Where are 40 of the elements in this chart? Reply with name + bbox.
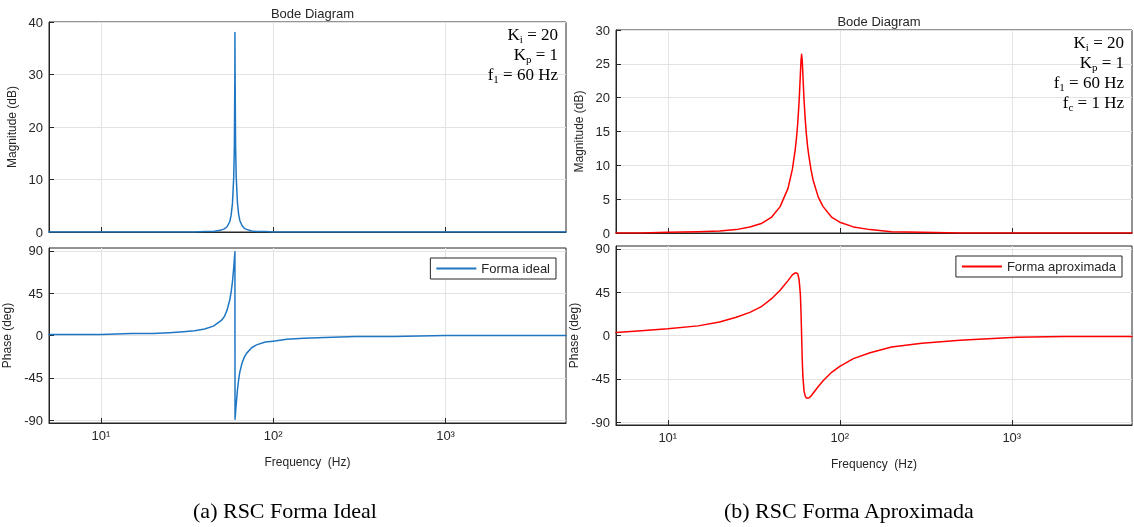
- y-tick-label: 45: [595, 284, 610, 300]
- x-tick-label: 10³: [436, 428, 456, 443]
- y-tick-label: 5: [602, 191, 610, 207]
- y-tick-label: -45: [591, 371, 610, 387]
- x-tick-label: 10²: [263, 428, 284, 443]
- y-tick-label: 90: [28, 243, 43, 259]
- x-tick-label: 10²: [830, 430, 850, 445]
- legend-label: Forma aproximada: [1006, 259, 1117, 274]
- legend-label: Forma ideal: [481, 261, 551, 276]
- y-tick-label: 25: [595, 56, 610, 72]
- text: (b) RSC Forma Aproximada: [723, 497, 975, 523]
- y-tick-label: 10: [28, 172, 43, 187]
- y-tick-label: 20: [595, 90, 610, 106]
- y-tick-label: -90: [24, 412, 43, 428]
- y-tick-label: 0: [602, 225, 610, 241]
- x-axis-title: Frequency (Hz): [830, 457, 918, 471]
- y-tick-label: 0: [35, 328, 43, 343]
- chart-title: Bode Diagram: [270, 6, 355, 21]
- y-tick-label: 30: [595, 22, 610, 38]
- y-tick-label: -90: [591, 414, 610, 430]
- x-axis-title: Frequency (Hz): [264, 455, 351, 469]
- y-tick-label: 20: [28, 119, 43, 135]
- y-axis-title: Phase (deg): [567, 302, 582, 369]
- y-tick-label: 90: [595, 241, 610, 257]
- x-tick-label: 10¹: [658, 430, 678, 445]
- y-tick-label: 15: [595, 124, 610, 139]
- y-tick-label: 40: [28, 14, 43, 30]
- y-tick-label: -45: [24, 370, 43, 386]
- y-axis-title: Magnitude (dB): [4, 85, 19, 169]
- y-axis-title: Magnitude (dB): [571, 90, 586, 173]
- y-tick-label: 0: [602, 328, 610, 343]
- y-tick-label: 10: [595, 157, 610, 173]
- x-tick-label: 10¹: [91, 428, 111, 443]
- y-axis-title: Phase (deg): [0, 302, 15, 369]
- y-tick-label: 45: [28, 285, 43, 301]
- y-tick-label: 0: [35, 224, 43, 240]
- text: (a) RSC Forma Ideal: [193, 497, 377, 523]
- y-tick-label: 30: [28, 67, 43, 82]
- x-tick-label: 10³: [1002, 430, 1022, 445]
- chart-title: Bode Diagram: [837, 14, 921, 29]
